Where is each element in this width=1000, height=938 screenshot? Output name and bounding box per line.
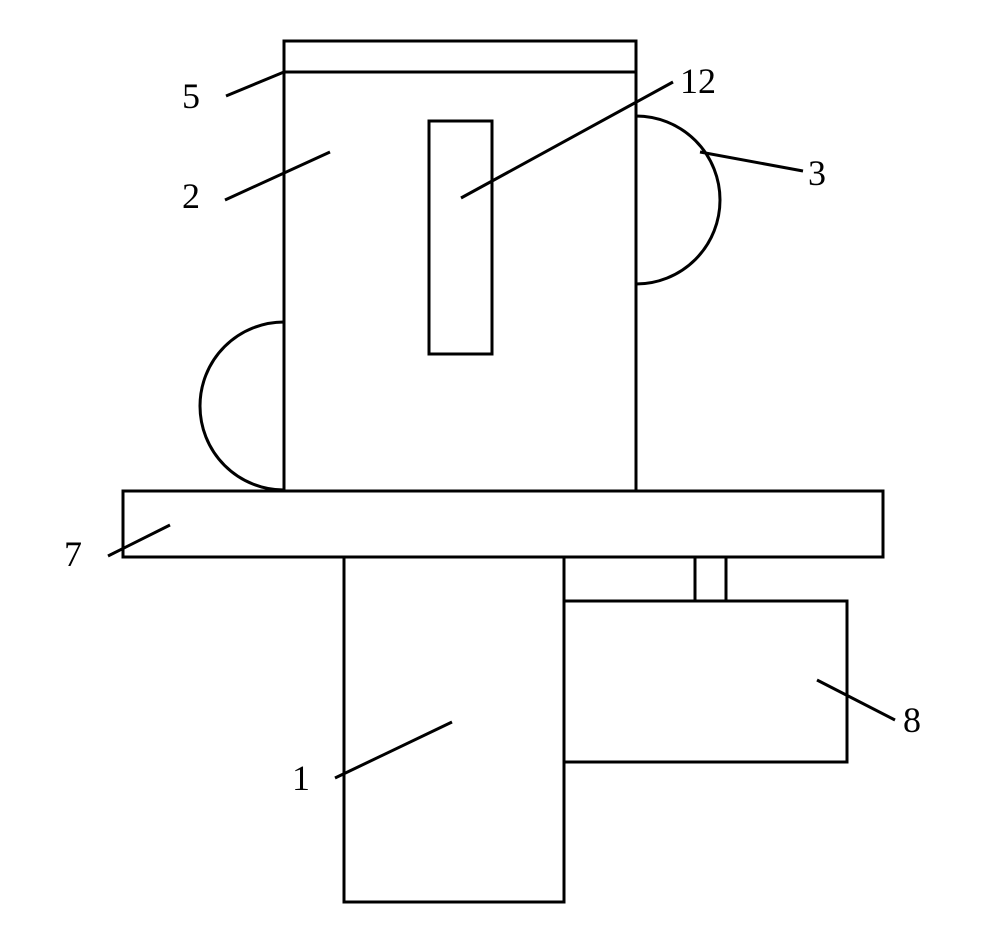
label-1: 1 xyxy=(292,758,310,798)
label-7: 7 xyxy=(64,534,82,574)
label-12: 12 xyxy=(680,61,716,101)
label-8: 8 xyxy=(903,700,921,740)
part-8-lower-box xyxy=(564,601,847,762)
part-7-platform xyxy=(123,491,883,557)
part-1-support-column xyxy=(344,557,564,902)
label-2: 2 xyxy=(182,176,200,216)
part-3-right-semicircle xyxy=(636,116,720,284)
leader-line-5 xyxy=(226,72,284,96)
label-5: 5 xyxy=(182,76,200,116)
label-3: 3 xyxy=(808,153,826,193)
leader-line-3 xyxy=(700,152,803,171)
part-3-left-semicircle xyxy=(200,322,284,490)
callout-5: 5 xyxy=(182,72,284,116)
part-12-inner-rect xyxy=(429,121,492,354)
technical-diagram: 5 2 7 1 12 3 8 xyxy=(0,0,1000,938)
part-5-top-cap xyxy=(284,41,636,72)
